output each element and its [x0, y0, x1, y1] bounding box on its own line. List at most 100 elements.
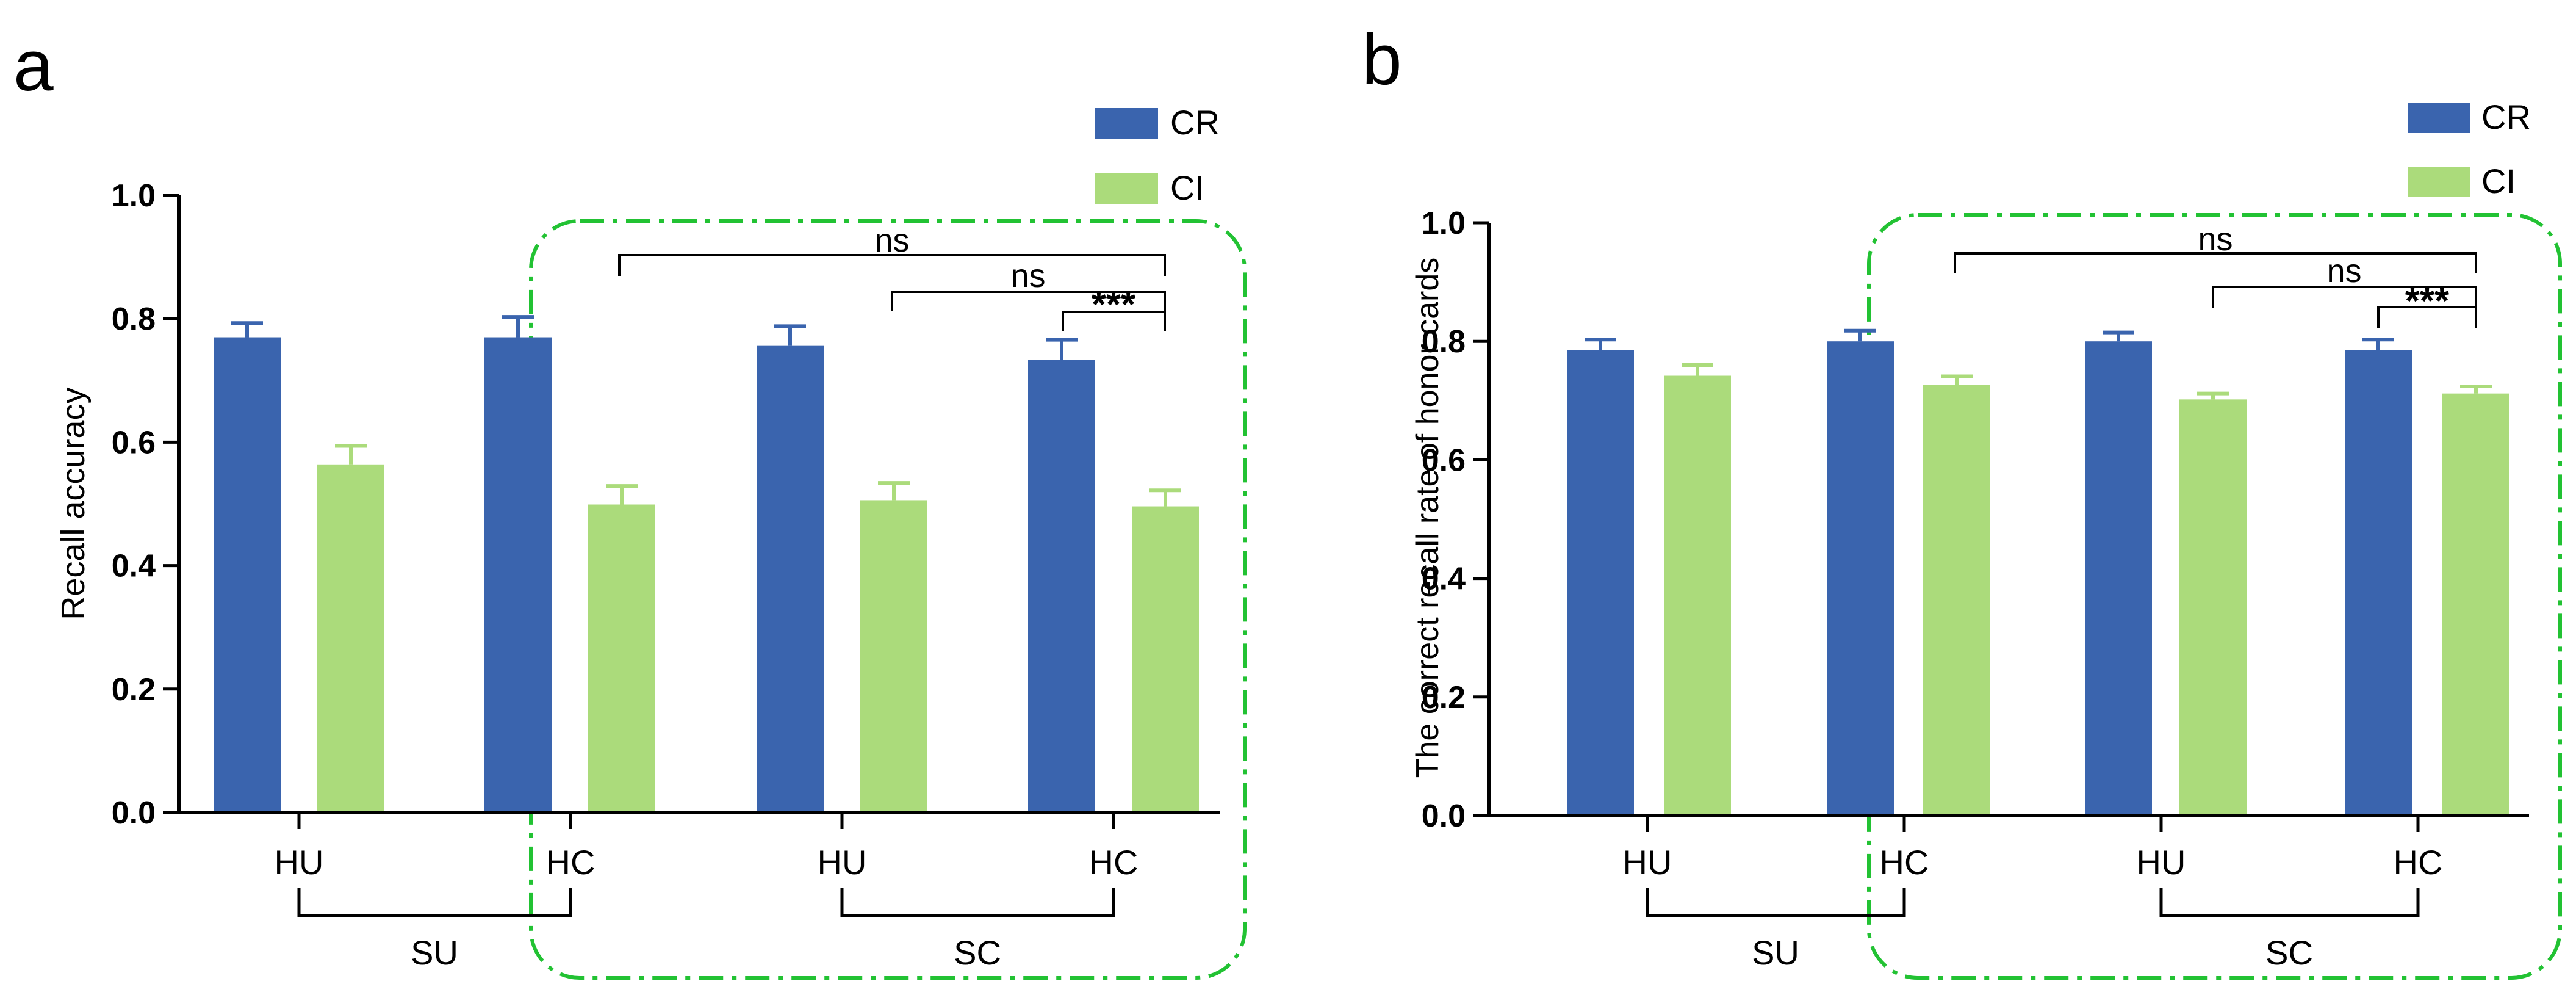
bar-ci: [860, 500, 927, 812]
bar-ci: [1664, 375, 1731, 816]
bar-ci: [2179, 399, 2247, 816]
y-tick-label: 0.2: [112, 672, 156, 707]
x-category-label: HC: [546, 843, 595, 881]
bars: [214, 337, 1199, 812]
y-tick-label: 0.8: [1422, 324, 1466, 360]
legend-swatch-ci: [2408, 167, 2470, 197]
x-category-label: HU: [818, 843, 867, 881]
error-bar-cr: [2362, 338, 2394, 350]
legend-swatch-cr: [1095, 108, 1158, 139]
error-bar-cr: [1844, 328, 1876, 342]
x-category-label: HU: [1623, 843, 1672, 881]
y-tick-label: 0.6: [112, 425, 156, 460]
y-tick-label: 1.0: [1422, 206, 1466, 241]
significance: ns ns ***: [1954, 221, 2477, 328]
sig-label-3: ***: [1092, 284, 1136, 326]
sig-label-2: ns: [2326, 253, 2361, 289]
x-categories: HU HC HU HC: [275, 812, 1139, 881]
group-bracket-su: [297, 888, 572, 917]
error-bar-ci: [1149, 488, 1181, 507]
sig-bracket-3: [1062, 311, 1166, 331]
legend-label-ci: CI: [2481, 162, 2516, 200]
y-axis-label: The correct recall rate of honor cards: [1410, 258, 1445, 778]
group-bracket-su: [1646, 888, 1906, 917]
group-label-sc: SC: [954, 933, 1001, 972]
panel-a: a CR CI 0.0 0.2 0.4 0.6 0.8 1.0 Recall accura…: [13, 26, 1247, 980]
bars: [1567, 341, 2509, 816]
bar-cr: [2345, 350, 2412, 816]
error-bar-cr: [2103, 330, 2134, 342]
bar-ci: [588, 504, 655, 812]
sig-label-1: ns: [874, 222, 909, 259]
axes: 0.0 0.2 0.4 0.6 0.8 1.0 The correct recall ra…: [1410, 206, 2529, 834]
sig-label-2: ns: [1010, 258, 1045, 294]
error-bars: [1585, 328, 2492, 400]
group-brackets: SU SC: [297, 888, 1115, 972]
sig-bracket-1: [1954, 252, 2477, 273]
x-category-label: HC: [1089, 843, 1139, 881]
group-label-su: SU: [1752, 933, 1799, 972]
bar-cr: [1567, 350, 1634, 816]
x-category-label: HU: [275, 843, 324, 881]
bar-ci: [317, 464, 384, 812]
error-bar-cr: [774, 324, 806, 346]
group-bracket-sc: [2159, 888, 2420, 917]
sig-label-3: ***: [2405, 280, 2450, 322]
legend-swatch-ci: [1095, 173, 1158, 204]
y-ticks: 0.0 0.2 0.4 0.6 0.8 1.0: [112, 178, 179, 831]
error-bar-cr: [502, 315, 534, 338]
x-categories: HU HC HU HC: [1623, 816, 2443, 881]
panel-b: b CR CI 0.0 0.2 0.4 0.6 0.8 1.0 The correct r…: [1362, 20, 2562, 980]
y-tick-label: 0.8: [112, 302, 156, 337]
group-bracket-sc: [840, 888, 1115, 917]
legend: CR CI: [1095, 103, 1220, 207]
y-tick-label: 0.0: [1422, 798, 1466, 834]
error-bar-ci: [2197, 391, 2229, 400]
x-category-label: HU: [2137, 843, 2186, 881]
bar-cr: [2085, 341, 2152, 816]
error-bars: [231, 315, 1181, 507]
sig-bracket-2: [891, 291, 1166, 311]
error-bar-cr: [1585, 338, 1616, 350]
legend-label-cr: CR: [1170, 103, 1220, 142]
sig-bracket-2: [2212, 286, 2477, 308]
sig-label-1: ns: [2198, 221, 2232, 258]
y-tick-label: 0.6: [1422, 443, 1466, 478]
legend-swatch-cr: [2408, 103, 2470, 133]
y-ticks: 0.0 0.2 0.4 0.6 0.8 1.0: [1422, 206, 1489, 834]
highlight-frame: [529, 219, 1247, 980]
sig-bracket-1: [618, 254, 1166, 276]
bar-cr: [214, 337, 281, 812]
legend: CR CI: [2408, 98, 2531, 200]
legend-label-cr: CR: [2481, 98, 2531, 136]
error-bar-ci: [606, 484, 638, 505]
group-label-sc: SC: [2265, 933, 2313, 972]
y-tick-label: 0.4: [1422, 562, 1466, 597]
bar-cr: [484, 337, 552, 812]
error-bar-cr: [231, 321, 263, 338]
error-bar-ci: [878, 481, 910, 501]
bar-cr: [1028, 360, 1095, 812]
y-tick-label: 0.0: [112, 795, 156, 831]
sig-bracket-3: [2377, 306, 2477, 328]
y-tick-label: 0.4: [112, 549, 156, 584]
error-bar-ci: [2460, 384, 2492, 394]
bar-cr: [757, 345, 824, 812]
panel-label: a: [13, 26, 54, 106]
x-category-label: HC: [1880, 843, 1929, 881]
x-category-label: HC: [2394, 843, 2443, 881]
group-brackets: SU SC: [1646, 888, 2420, 972]
bar-ci: [1132, 506, 1199, 812]
group-label-su: SU: [411, 933, 458, 972]
y-tick-label: 0.2: [1422, 680, 1466, 715]
error-bar-ci: [335, 444, 367, 465]
legend-label-ci: CI: [1170, 168, 1204, 207]
error-bar-ci: [1941, 374, 1973, 385]
y-tick-label: 1.0: [112, 178, 156, 214]
bar-cr: [1827, 341, 1894, 816]
axes: 0.0 0.2 0.4 0.6 0.8 1.0 Recall accuracy: [55, 178, 1220, 831]
error-bar-cr: [1046, 338, 1078, 360]
significance: ns ns ***: [618, 222, 1166, 331]
panel-label: b: [1362, 20, 1402, 100]
